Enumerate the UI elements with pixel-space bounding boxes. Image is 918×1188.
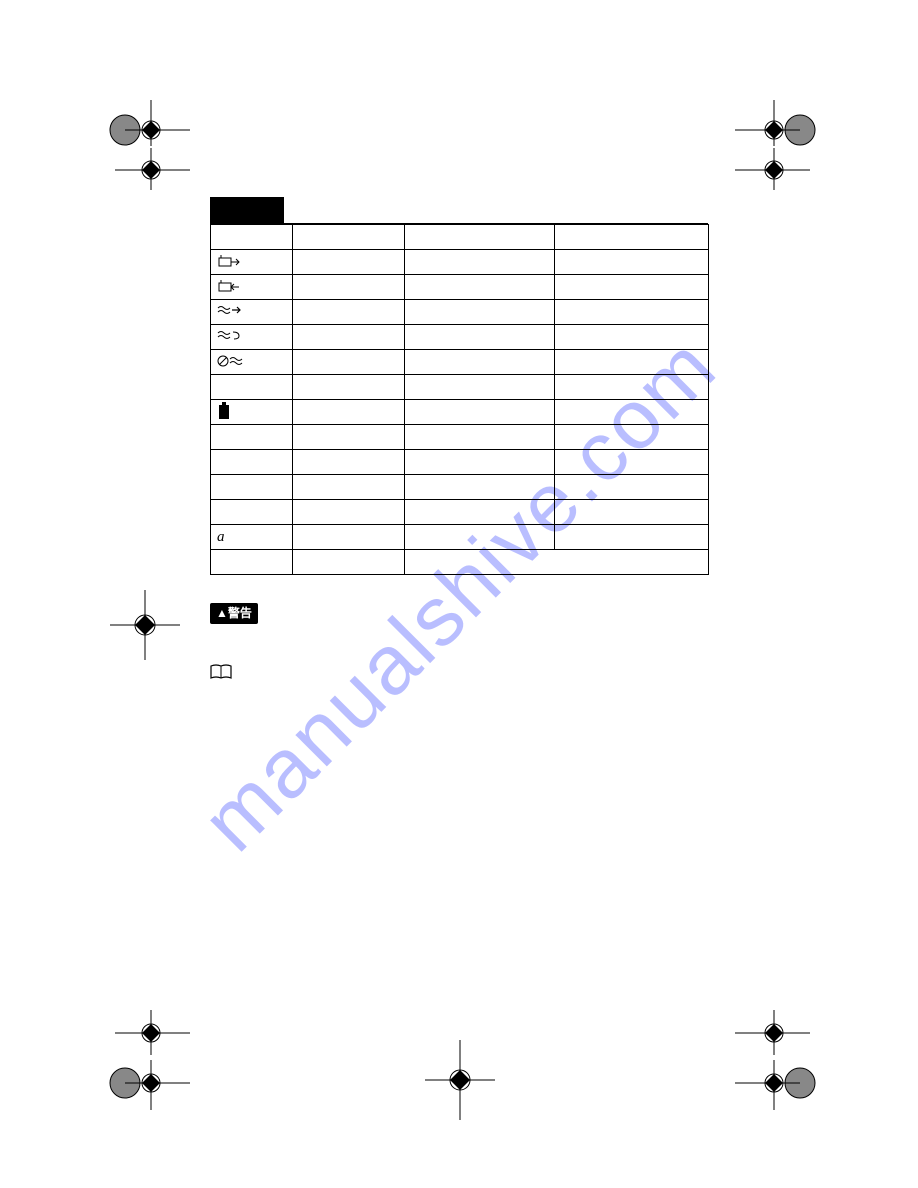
table-row	[211, 250, 709, 275]
page: manualshive.com	[0, 0, 918, 1188]
cell	[405, 400, 555, 425]
cell	[293, 400, 405, 425]
cell	[293, 550, 405, 575]
regmark-top-right	[720, 100, 830, 210]
table-row	[211, 325, 709, 350]
cell-icon	[211, 225, 293, 250]
cell	[405, 300, 555, 325]
water-out-icon	[211, 250, 293, 275]
note-block	[210, 664, 708, 680]
table-row: a	[211, 525, 709, 550]
cell	[293, 225, 405, 250]
cell	[293, 275, 405, 300]
table-row	[211, 475, 709, 500]
note-line	[210, 664, 708, 680]
alpha-icon: a	[211, 525, 293, 550]
cell	[555, 425, 709, 450]
table-row	[211, 425, 709, 450]
table-row	[211, 300, 709, 325]
regmark-top-left	[95, 100, 205, 210]
cell-icon	[211, 475, 293, 500]
content-area: a ▲警告	[210, 197, 708, 686]
cell-icon	[211, 550, 293, 575]
cell	[405, 550, 709, 575]
cell	[555, 450, 709, 475]
cell	[405, 475, 555, 500]
cell	[555, 300, 709, 325]
cell	[293, 375, 405, 400]
open-book-icon	[210, 664, 232, 680]
water-in-icon	[211, 275, 293, 300]
regmark-mid-left	[110, 590, 180, 660]
cell	[293, 425, 405, 450]
cell	[405, 250, 555, 275]
table-row	[211, 225, 709, 250]
regmark-bottom-right	[720, 1005, 830, 1115]
cell	[293, 300, 405, 325]
cell	[555, 375, 709, 400]
flow-right-icon	[211, 300, 293, 325]
cell	[555, 350, 709, 375]
cell-icon	[211, 450, 293, 475]
table-row	[211, 375, 709, 400]
cell	[555, 225, 709, 250]
cell	[555, 400, 709, 425]
cell	[405, 525, 555, 550]
cell	[405, 225, 555, 250]
cell-icon	[211, 500, 293, 525]
section-tab	[210, 197, 284, 223]
cell	[555, 475, 709, 500]
cell	[293, 350, 405, 375]
flow-return-icon	[211, 325, 293, 350]
warning-badge: ▲警告	[210, 603, 258, 624]
cell	[555, 525, 709, 550]
table-row	[211, 350, 709, 375]
warning-block: ▲警告	[210, 603, 708, 624]
cell	[555, 500, 709, 525]
cell	[293, 250, 405, 275]
cell	[555, 325, 709, 350]
table-row	[211, 500, 709, 525]
regmark-bottom-mid	[425, 1040, 495, 1120]
table-row	[211, 275, 709, 300]
cell	[405, 450, 555, 475]
cell-icon	[211, 425, 293, 450]
warning-line: ▲警告	[210, 603, 708, 624]
cell	[555, 250, 709, 275]
table-row	[211, 400, 709, 425]
cell	[555, 275, 709, 300]
cell	[405, 350, 555, 375]
table-row	[211, 550, 709, 575]
table-row	[211, 450, 709, 475]
cell-icon	[211, 375, 293, 400]
header-tab-row	[210, 197, 708, 224]
cell	[405, 275, 555, 300]
cell	[293, 475, 405, 500]
cell	[405, 425, 555, 450]
no-flow-icon	[211, 350, 293, 375]
battery-icon	[211, 400, 293, 425]
spec-table: a	[210, 224, 709, 575]
cell	[293, 450, 405, 475]
cell	[405, 325, 555, 350]
cell	[293, 325, 405, 350]
cell	[293, 525, 405, 550]
cell	[405, 375, 555, 400]
cell	[293, 500, 405, 525]
regmark-bottom-left	[95, 1005, 205, 1115]
cell	[405, 500, 555, 525]
